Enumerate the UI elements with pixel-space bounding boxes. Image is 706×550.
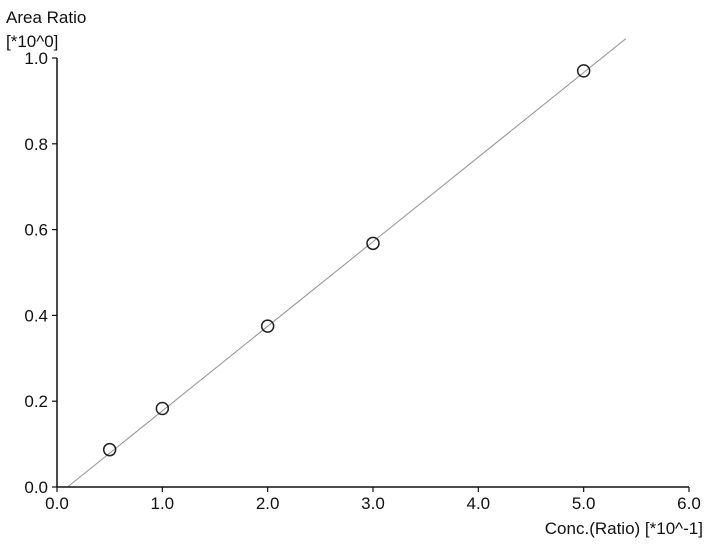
- x-tick-label: 1.0: [151, 494, 175, 513]
- y-ticks: 0.0 0.2 0.4 0.6 0.8 1.0: [24, 49, 57, 497]
- y-axis-label: Area Ratio: [6, 8, 86, 27]
- y-tick-label: 0.0: [24, 478, 48, 497]
- x-tick-label: 6.0: [677, 494, 701, 513]
- data-point: [102, 442, 117, 457]
- x-tick-label: 2.0: [256, 494, 280, 513]
- axes-layer: [56, 58, 689, 488]
- data-point: [366, 236, 380, 251]
- y-tick-label: 0.2: [24, 392, 48, 411]
- x-ticks: 0.0 1.0 2.0 3.0 4.0 5.0 6.0: [45, 487, 701, 513]
- x-axis-label: Conc.(Ratio) [*10^-1]: [545, 519, 703, 538]
- x-tick-label: 3.0: [361, 494, 385, 513]
- y-axis-scale-label: [*10^0]: [6, 32, 58, 51]
- y-tick-label: 0.6: [24, 221, 48, 240]
- x-tick-label: 0.0: [45, 494, 69, 513]
- data-point: [260, 319, 275, 333]
- y-tick-label: 0.8: [24, 135, 48, 154]
- x-tick-label: 5.0: [572, 494, 596, 513]
- data-points: [102, 64, 591, 457]
- regression-line: [67, 38, 627, 488]
- data-point: [155, 401, 170, 416]
- x-tick-label: 4.0: [467, 494, 491, 513]
- fit-line-layer: [67, 38, 627, 488]
- data-point: [576, 64, 591, 78]
- y-tick-label: 0.4: [24, 306, 48, 325]
- y-tick-label: 1.0: [24, 49, 48, 68]
